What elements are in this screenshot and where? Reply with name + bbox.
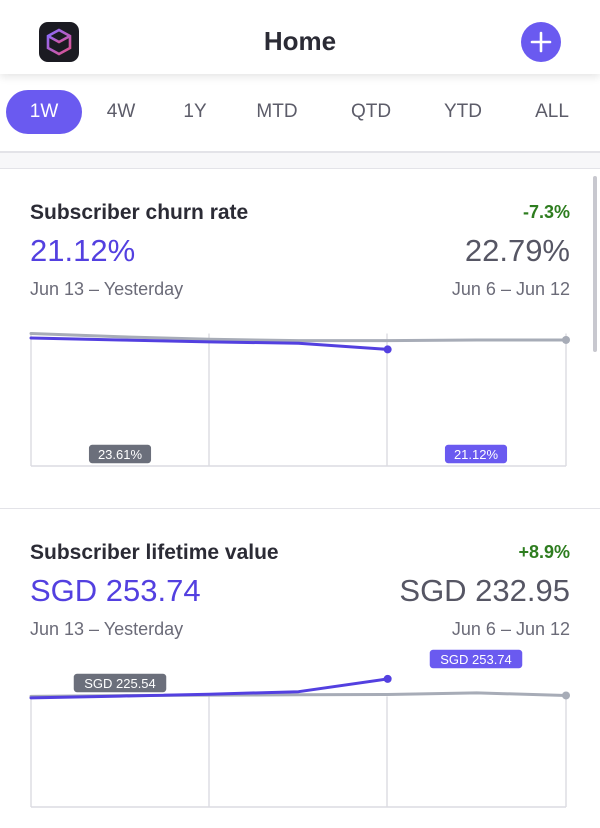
tab-all[interactable]: ALL [535,101,569,122]
section-gap [0,153,600,168]
tab-1y[interactable]: 1Y [183,101,207,122]
tab-1w[interactable]: 1W [6,90,82,134]
current-value-label: 21.12% [443,443,509,465]
previous-value-label: SGD 225.54 [72,672,168,694]
metric-current-period: Jun 13 – Yesterday [30,279,184,299]
divider [0,508,600,509]
metric-card-lifetime-value[interactable]: Subscriber lifetime value +8.9% SGD 253.… [0,509,600,828]
current-series-end-point [383,674,392,683]
period-tabs: 1W 4W 1Y MTD QTD YTD ALL [0,74,600,152]
add-button[interactable] [521,22,561,62]
previous-series-line [29,332,568,343]
tab-mtd[interactable]: MTD [256,101,298,122]
current-series-line [29,677,390,700]
metric-previous-period: Jun 6 – Jun 12 [451,619,570,639]
metric-previous-period: Jun 6 – Jun 12 [451,279,570,299]
metric-current-value: SGD 253.74 [30,573,201,608]
divider [0,168,600,169]
current-series-line [29,336,390,351]
previous-value-label-box [87,443,153,465]
previous-series-end-point [562,691,570,700]
tab-4w[interactable]: 4W [106,101,136,122]
app-logo[interactable] [39,22,79,62]
metric-current-value: 21.12% [30,233,136,268]
previous-value-label-box [72,672,168,694]
current-value-label-text: SGD 253.74 [440,652,512,667]
scrollbar[interactable] [593,176,597,352]
metric-title: Subscriber churn rate [30,201,249,224]
chart-svg: SGD 225.54 SGD 253.74 [29,648,570,808]
previous-series-end-point [562,335,570,344]
metric-current-period: Jun 13 – Yesterday [30,619,184,639]
current-value-label-box [443,443,509,465]
metric-change: -7.3% [522,202,570,222]
metric-title: Subscriber lifetime value [30,541,279,564]
current-value-label-box [428,648,524,670]
current-value-label: SGD 253.74 [428,648,524,670]
line-chart[interactable]: SGD 225.54 SGD 253.74 [0,648,600,819]
page-title: Home [263,26,337,56]
top-bar: Home [0,0,600,74]
chart-svg: 23.61% 21.12% [29,332,570,467]
tab-qtd[interactable]: QTD [350,101,392,122]
plus-icon [530,31,552,53]
metric-previous-value: SGD 232.95 [399,573,570,608]
metric-card-churn-rate[interactable]: Subscriber churn rate -7.3% 21.12% 22.79… [0,169,600,508]
previous-value-label-text: SGD 225.54 [84,676,156,691]
metric-change: +8.9% [518,542,570,562]
previous-value-label-text: 23.61% [98,447,143,462]
current-value-label-text: 21.12% [454,447,499,462]
line-chart[interactable]: 23.61% 21.12% [0,319,600,469]
divider [0,151,600,153]
metric-previous-value: 22.79% [464,233,570,268]
current-series-end-point [383,345,392,354]
cube-logo-icon [46,28,72,56]
tab-ytd[interactable]: YTD [444,101,482,122]
previous-value-label: 23.61% [87,443,153,465]
